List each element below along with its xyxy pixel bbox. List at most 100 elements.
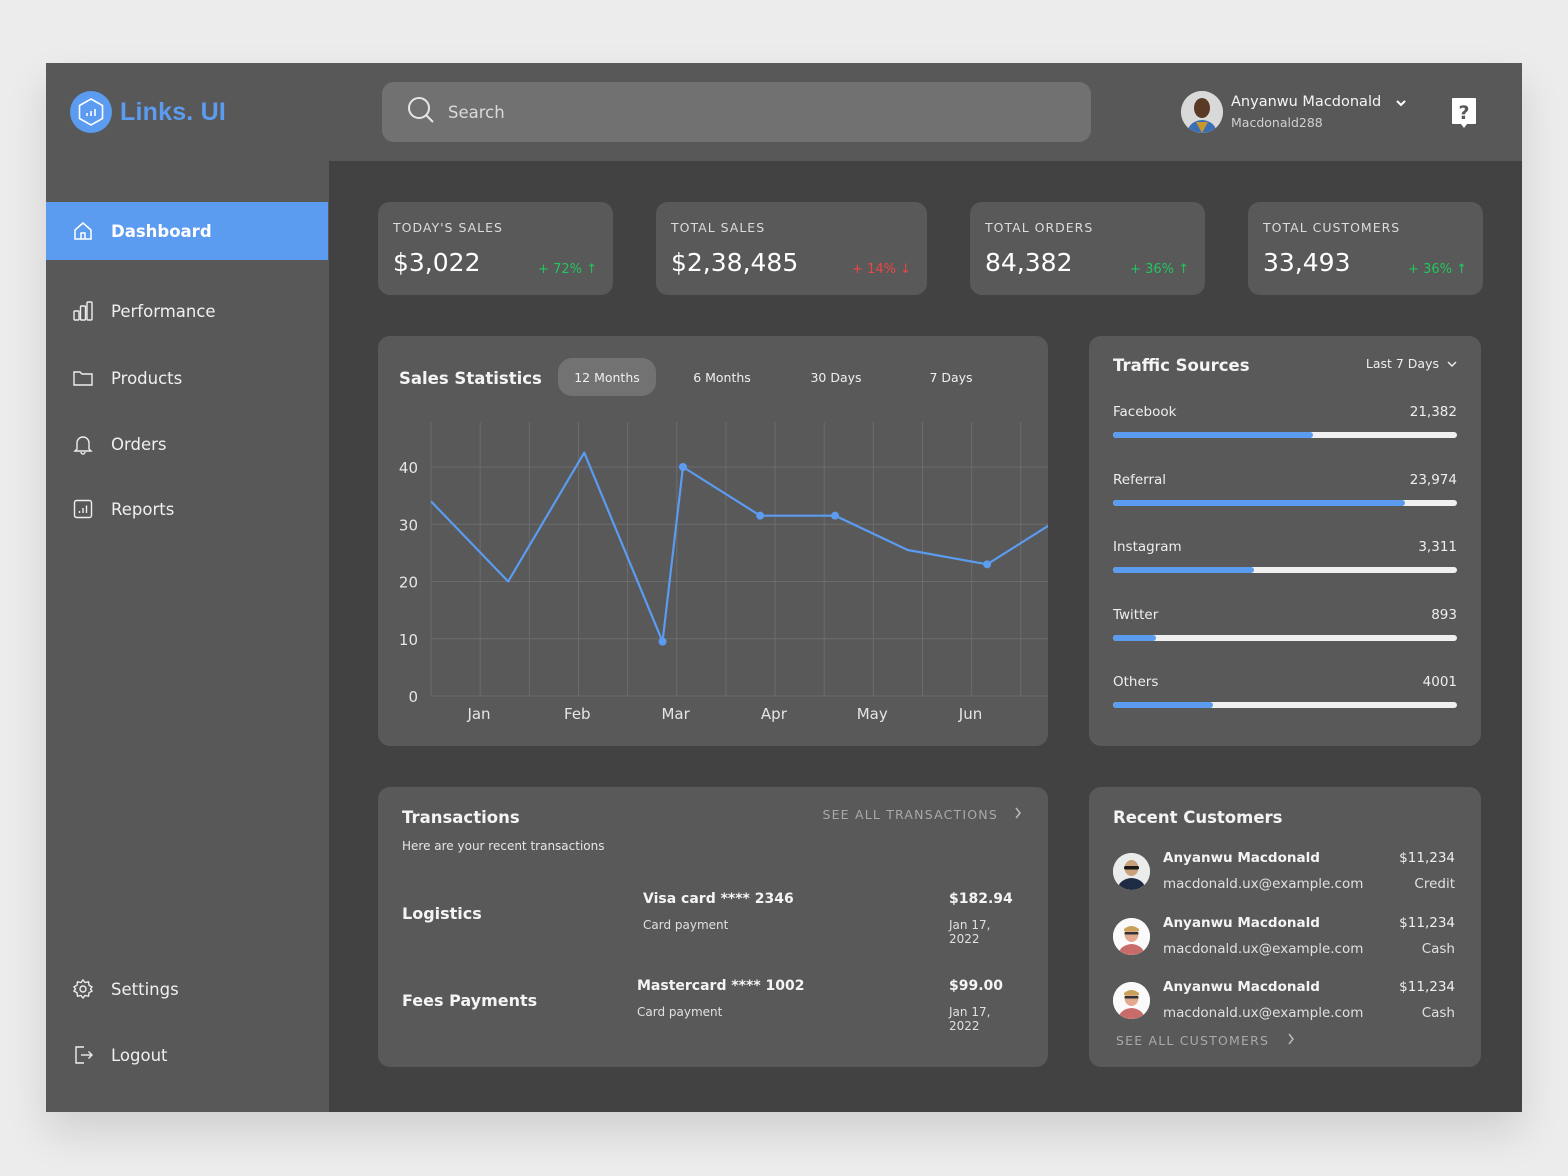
transaction-date: Jan 17, 2022 [949,918,991,946]
stat-card-total-sales: TOTAL SALES $2,38,485 + 14% ↓ [656,202,927,295]
chevron-right-icon [1287,1033,1295,1048]
payment-type: Credit [1414,876,1455,892]
source-name: Facebook [1113,404,1177,420]
transaction-amount: $182.94 [949,891,1013,907]
stat-value: $3,022 [393,248,481,277]
user-avatar [1181,91,1223,133]
transaction-date: Jan 17, 2022 [949,1005,991,1033]
transaction-category: Logistics [402,904,482,923]
user-profile-menu[interactable]: Anyanwu Macdonald Macdonald288 [1181,91,1407,133]
gear-icon [72,978,94,1000]
customer-row[interactable]: Anyanwu Macdonald macdonald.ux@example.c… [1113,849,1455,905]
sidebar-item-label: Logout [111,1045,168,1065]
source-name: Twitter [1113,607,1159,623]
card-info: Visa card **** 2346 [643,891,794,907]
search-bar[interactable] [382,82,1091,142]
stat-label: TOTAL CUSTOMERS [1263,220,1401,235]
sidebar-item-products[interactable]: Products [46,349,328,407]
sidebar-item-orders[interactable]: Orders [46,415,328,473]
x-axis-tick: Jan [466,705,490,723]
transaction-row[interactable]: Fees Payments Mastercard **** 1002 Card … [402,976,1022,1036]
range-dropdown-value: Last 7 Days [1365,356,1439,371]
sidebar: Links. UI Dashboard Performance Products… [46,63,329,1112]
see-all-transactions-link[interactable]: SEE ALL TRANSACTIONS [822,807,1022,822]
x-axis-tick: Jun [958,705,982,723]
sidebar-item-label: Reports [111,499,175,519]
payment-type: Cash [1421,1005,1455,1021]
sidebar-item-label: Performance [111,301,216,321]
bell-icon [72,433,94,455]
sidebar-item-dashboard[interactable]: Dashboard [46,202,328,260]
chevron-down-icon [1447,356,1457,371]
x-axis-tick: Feb [564,705,591,723]
transaction-category: Fees Payments [402,991,538,1010]
sales-line-chart[interactable]: 0 10 20 30 40 Jan Feb Mar Apr May Jun [378,336,1048,746]
transaction-amount: $99.00 [949,978,1004,994]
recent-customers-panel: Recent Customers Anyanwu Macdonald macdo… [1089,787,1481,1067]
stat-card-todays-sales: TODAY'S SALES $3,022 + 72% ↑ [378,202,613,295]
logout-icon [72,1044,94,1066]
x-axis-tick: Mar [661,705,690,723]
help-icon[interactable]: ? [1451,97,1477,129]
user-name: Anyanwu Macdonald [1231,94,1382,110]
customer-name: Anyanwu Macdonald [1163,915,1320,931]
stat-delta-down: + 14% ↓ [852,262,911,277]
payment-method: Card payment [643,918,729,932]
customer-amount: $11,234 [1399,979,1455,995]
stat-delta-up: + 36% ↑ [1130,262,1189,277]
folder-icon [72,367,94,389]
customer-amount: $11,234 [1399,915,1455,931]
search-icon [406,95,436,129]
search-input[interactable] [448,102,1048,122]
svg-text:?: ? [1458,102,1469,124]
customer-avatar [1113,853,1150,890]
source-name: Instagram [1113,539,1182,555]
chevron-right-icon [1014,807,1022,822]
user-handle: Macdonald288 [1231,115,1323,130]
sidebar-item-label: Settings [111,979,179,999]
source-value: 21,382 [1409,404,1457,420]
sidebar-item-performance[interactable]: Performance [46,282,328,340]
customer-amount: $11,234 [1399,850,1455,866]
tab-7-days[interactable]: 7 Days [929,369,973,385]
stat-delta-up: + 72% ↑ [538,262,597,277]
customer-avatar [1113,982,1150,1019]
panel-title: Traffic Sources [1113,356,1250,375]
sales-statistics-panel: Sales Statistics 12 Months 6 Months 30 D… [378,336,1048,746]
stat-label: TODAY'S SALES [393,220,503,235]
y-axis-tick: 20 [399,574,418,592]
stat-label: TOTAL ORDERS [985,220,1094,235]
brand-logo[interactable]: Links. UI [70,91,226,133]
stat-value: 33,493 [1263,248,1351,277]
customer-name: Anyanwu Macdonald [1163,850,1320,866]
progress-bar [1113,702,1457,708]
payment-type: Cash [1421,941,1455,957]
chevron-down-icon[interactable] [1395,94,1407,113]
transaction-row[interactable]: Logistics Visa card **** 2346 Card payme… [402,889,1022,949]
tab-12-months[interactable]: 12 Months [558,358,656,396]
tab-6-months[interactable]: 6 Months [693,369,751,385]
card-info: Mastercard **** 1002 [637,978,805,994]
sidebar-item-settings[interactable]: Settings [46,960,328,1018]
sidebar-item-reports[interactable]: Reports [46,480,328,538]
customer-row[interactable]: Anyanwu Macdonald macdonald.ux@example.c… [1113,914,1455,970]
source-name: Others [1113,674,1159,690]
progress-bar [1113,432,1457,438]
panel-title: Transactions [402,808,520,827]
tab-30-days[interactable]: 30 Days [810,369,862,385]
see-all-customers-link[interactable]: SEE ALL CUSTOMERS [1116,1033,1295,1048]
stat-label: TOTAL SALES [671,220,766,235]
range-dropdown[interactable]: Last 7 Days [1366,356,1457,371]
stat-delta-up: + 36% ↑ [1408,262,1467,277]
logo-hexagon-icon [70,91,112,133]
customer-email: macdonald.ux@example.com [1163,876,1364,892]
progress-bar [1113,500,1457,506]
stat-card-total-customers: TOTAL CUSTOMERS 33,493 + 36% ↑ [1248,202,1483,295]
source-value: 23,974 [1409,472,1457,488]
y-axis-tick: 40 [399,459,418,477]
x-axis-tick: May [857,705,888,723]
customer-row[interactable]: Anyanwu Macdonald macdonald.ux@example.c… [1113,978,1455,1034]
sidebar-item-label: Products [111,368,183,388]
stat-card-total-orders: TOTAL ORDERS 84,382 + 36% ↑ [970,202,1205,295]
sidebar-item-logout[interactable]: Logout [46,1026,328,1084]
